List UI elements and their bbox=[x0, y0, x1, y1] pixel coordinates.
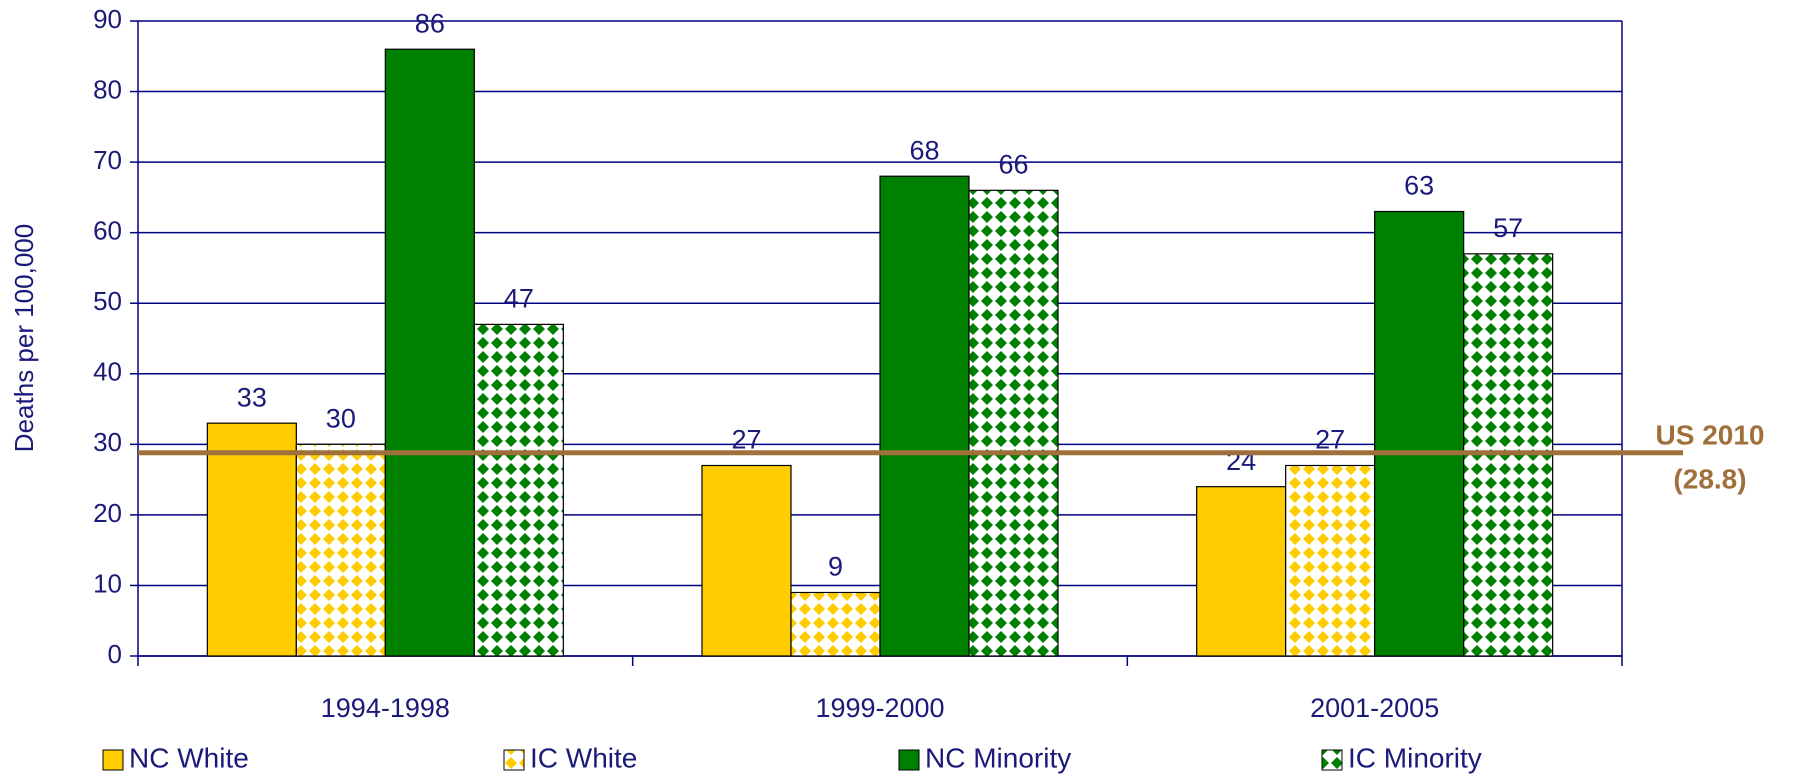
value-label: 86 bbox=[415, 8, 445, 38]
y-tick-label: 0 bbox=[108, 639, 122, 669]
y-tick-label: 20 bbox=[93, 498, 122, 528]
y-tick-label: 40 bbox=[93, 357, 122, 387]
y-tick-label: 80 bbox=[93, 74, 122, 104]
y-tick-label: 30 bbox=[93, 427, 122, 457]
value-label: 27 bbox=[731, 425, 761, 455]
y-tick-label: 60 bbox=[93, 216, 122, 246]
value-label: 33 bbox=[237, 382, 267, 412]
x-tick-label: 1994-1998 bbox=[321, 693, 450, 723]
bar bbox=[384, 48, 475, 657]
legend-label: IC Minority bbox=[1348, 742, 1482, 773]
value-label: 63 bbox=[1404, 171, 1434, 201]
value-label: 30 bbox=[326, 403, 356, 433]
bar bbox=[879, 175, 970, 657]
bar bbox=[206, 422, 297, 657]
bar bbox=[1196, 486, 1287, 657]
y-tick-label: 10 bbox=[93, 568, 122, 598]
value-label: 9 bbox=[828, 552, 843, 582]
value-label: 66 bbox=[998, 149, 1028, 179]
reference-value-label: (28.8) bbox=[1673, 463, 1746, 494]
value-label: 27 bbox=[1315, 425, 1345, 455]
legend-label: IC White bbox=[530, 742, 637, 773]
legend-label: NC White bbox=[129, 742, 249, 773]
legend-swatch bbox=[898, 749, 920, 771]
bar bbox=[701, 464, 792, 657]
value-label: 57 bbox=[1493, 213, 1523, 243]
reference-label: US 2010 bbox=[1656, 419, 1765, 450]
legend-swatch bbox=[503, 749, 525, 771]
x-tick-label: 1999-2000 bbox=[815, 693, 944, 723]
bar bbox=[295, 443, 386, 657]
value-label: 47 bbox=[504, 284, 534, 314]
bar bbox=[1285, 464, 1376, 657]
y-tick-label: 70 bbox=[93, 145, 122, 175]
bar bbox=[473, 323, 564, 657]
bar bbox=[790, 591, 881, 657]
legend-swatch bbox=[1321, 749, 1343, 771]
y-axis-label: Deaths per 100,000 bbox=[9, 224, 39, 452]
y-tick-label: 90 bbox=[93, 4, 122, 34]
legend-label: NC Minority bbox=[925, 742, 1071, 773]
y-tick-label: 50 bbox=[93, 286, 122, 316]
value-label: 68 bbox=[909, 135, 939, 165]
x-tick-label: 2001-2005 bbox=[1310, 693, 1439, 723]
legend-swatch bbox=[102, 749, 124, 771]
bar bbox=[968, 189, 1059, 657]
bar bbox=[1374, 210, 1465, 657]
value-label: 24 bbox=[1226, 446, 1256, 476]
